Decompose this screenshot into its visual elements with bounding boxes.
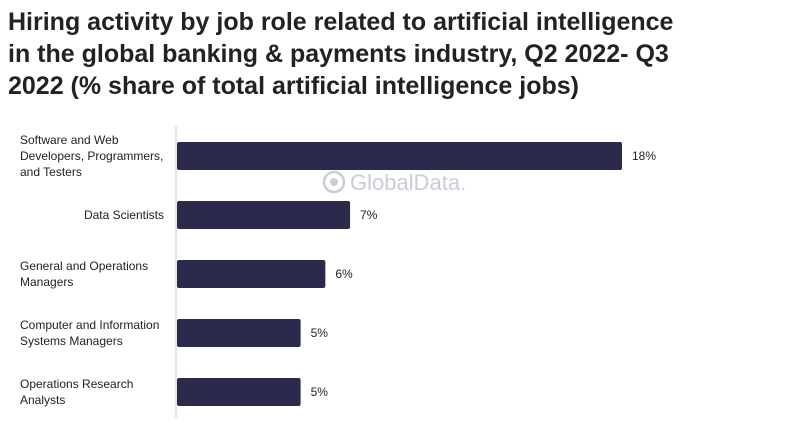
chart-title-line-3: 2022 (% share of total artificial intell… (8, 72, 579, 100)
category-label-2: General and Operations Managers (20, 259, 148, 289)
value-label-4: 5% (311, 385, 329, 399)
globaldata-logo-icon (322, 170, 346, 194)
bar-3 (177, 319, 301, 347)
globaldata-logo-icon-inner (330, 178, 338, 186)
bar-0 (177, 142, 622, 170)
category-label-4: Operations Research Analysts (20, 377, 133, 407)
category-label-0: Software and Web Developers, Programmers,… (20, 133, 163, 179)
value-label-0: 18% (632, 149, 656, 163)
chart-title: Hiring activity by job role related to a… (8, 6, 788, 102)
bar-4 (177, 378, 301, 406)
globaldata-watermark: GlobalData. (322, 170, 466, 195)
category-label-3: Computer and Information Systems Managers (20, 318, 159, 348)
value-label-2: 6% (335, 267, 353, 281)
category-label-1: Data Scientists (84, 208, 164, 222)
bar-2 (177, 260, 326, 288)
watermark-text: GlobalData. (350, 170, 466, 195)
value-label-1: 7% (360, 208, 378, 222)
chart-title-line-2: in the global banking & payments industr… (8, 40, 669, 68)
value-label-3: 5% (311, 326, 329, 340)
chart-title-line-1: Hiring activity by job role related to a… (8, 8, 674, 36)
bar-1 (177, 201, 351, 229)
